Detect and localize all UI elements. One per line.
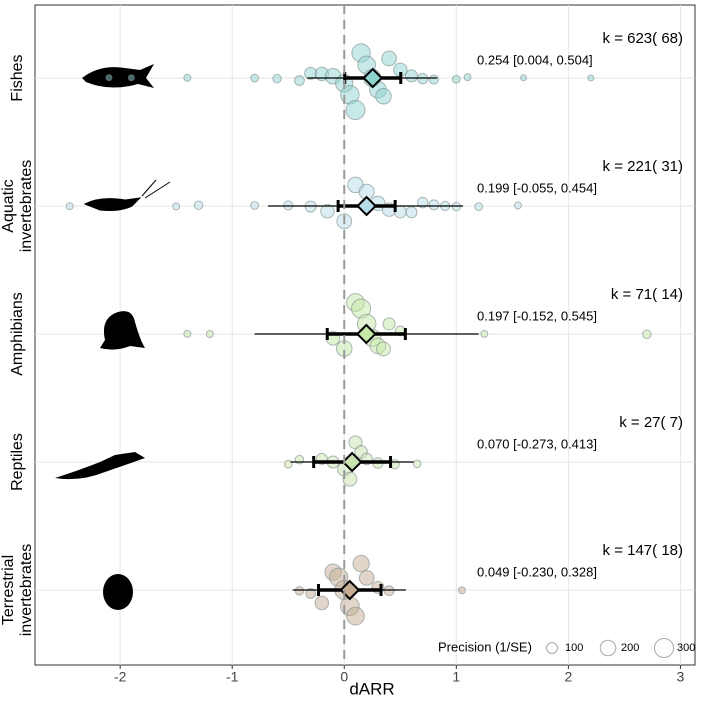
legend-size (599, 639, 617, 657)
estimate-label: 0.049 [-0.230, 0.328] (477, 564, 597, 579)
k-label: k = 27( 7) (619, 414, 683, 431)
data-point (205, 330, 214, 338)
legend-label: 200 (621, 642, 639, 654)
data-point (345, 100, 366, 121)
data-point (428, 199, 440, 211)
data-point (405, 206, 418, 219)
data-point (513, 201, 522, 210)
y-tick-label: Fishes (9, 54, 26, 101)
data-point (272, 73, 282, 84)
legend-title: Precision (1/SE) (438, 639, 532, 654)
legend-size (653, 637, 675, 659)
data-point (346, 606, 365, 626)
legend-size (546, 642, 558, 654)
lizard-icon (55, 452, 145, 480)
data-point (342, 471, 358, 487)
k-label: k = 221( 31) (603, 158, 683, 175)
y-tick-label: Reptiles (9, 433, 26, 491)
data-point (416, 196, 429, 209)
frog-icon (100, 311, 145, 350)
data-point (480, 329, 489, 338)
data-point (250, 73, 260, 83)
legend-label: 300 (677, 642, 695, 654)
data-point (642, 329, 652, 339)
data-point (412, 459, 422, 469)
data-point (250, 201, 260, 210)
x-tick-label: -1 (226, 669, 239, 685)
data-point (474, 202, 484, 212)
data-point (428, 74, 440, 85)
shrimp-icon (83, 179, 171, 211)
beetle-icon (103, 574, 133, 610)
fish-icon (82, 64, 154, 88)
data-point (283, 459, 293, 469)
x-tick-label: 2 (564, 669, 572, 685)
estimate-label: 0.070 [-0.273, 0.413] (477, 436, 597, 451)
data-point (358, 570, 375, 586)
y-tick-label: Amphibians (9, 292, 26, 376)
data-point (294, 75, 305, 86)
y-tick-label: Terrestrialinvertebrates (0, 544, 35, 637)
legend-label: 100 (565, 642, 583, 654)
k-label: k = 71( 14) (611, 286, 683, 303)
estimate-diamond (355, 323, 377, 345)
estimate-label: 0.199 [-0.055, 0.454] (477, 180, 597, 195)
data-point (587, 74, 595, 82)
k-label: k = 623( 68) (603, 30, 683, 47)
estimate-diamond (341, 451, 363, 473)
data-point (381, 50, 397, 67)
x-tick-label: 0 (340, 669, 348, 685)
data-point (463, 73, 472, 82)
data-point (105, 74, 113, 82)
data-point (383, 585, 395, 597)
data-point (305, 588, 317, 599)
data-point (320, 203, 335, 219)
data-point (376, 341, 391, 357)
plot-frame (34, 4, 696, 666)
x-axis-title: dARR (349, 679, 394, 698)
data-point (294, 586, 305, 596)
k-label: k = 147( 18) (603, 542, 683, 559)
data-point (172, 202, 181, 211)
estimate-label: 0.254 [0.004, 0.504] (477, 52, 593, 67)
data-point (451, 74, 461, 84)
y-tick-label: Aquaticinvertebrates (0, 160, 35, 253)
x-tick-label: -2 (114, 669, 127, 685)
x-tick-label: 3 (677, 669, 685, 685)
data-point (404, 69, 419, 83)
x-tick-label: 1 (452, 669, 460, 685)
silhouettes (55, 64, 171, 610)
data-point (457, 586, 466, 595)
data-point (193, 200, 204, 210)
data-point (382, 317, 396, 331)
estimate-label: 0.197 [-0.152, 0.545] (477, 308, 597, 323)
data-point (375, 87, 392, 105)
estimate-diamond (362, 67, 384, 89)
data-point (314, 595, 330, 611)
data-point (352, 554, 370, 573)
data-point (183, 329, 192, 338)
data-point (520, 74, 528, 82)
data-point (127, 74, 135, 82)
data-point (65, 202, 74, 211)
estimate-diamond (356, 195, 377, 217)
data-point (183, 73, 192, 82)
